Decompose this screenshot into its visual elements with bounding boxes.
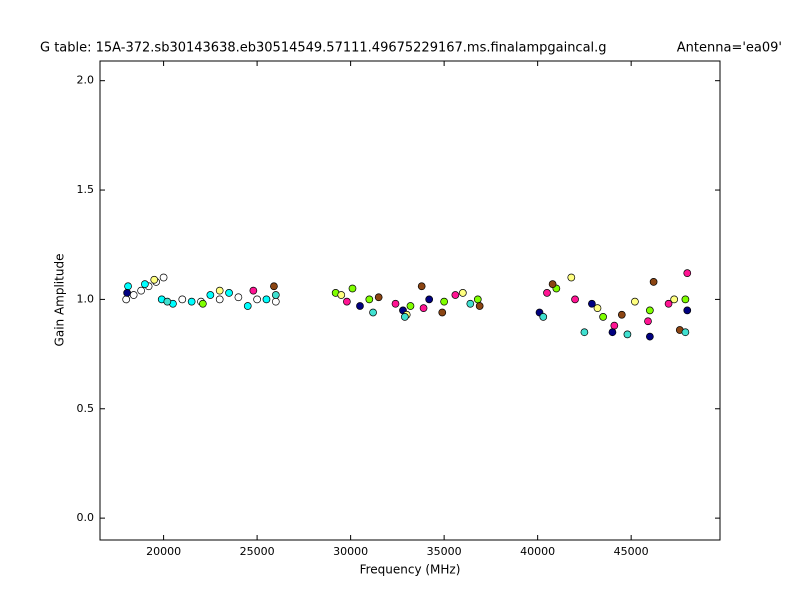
data-point xyxy=(631,297,639,306)
x-tick-label: 40000 xyxy=(520,545,555,558)
data-point xyxy=(391,299,400,308)
data-point xyxy=(243,302,252,310)
data-point xyxy=(374,293,383,302)
data-point xyxy=(369,308,377,317)
data-point xyxy=(271,297,280,306)
data-point xyxy=(539,313,548,321)
data-point xyxy=(588,299,596,308)
data-point xyxy=(337,291,346,299)
data-point xyxy=(567,273,576,282)
data-point xyxy=(187,297,196,306)
data-point xyxy=(137,286,145,295)
data-point xyxy=(608,328,617,337)
y-axis-label: Gain Amplitude xyxy=(53,254,67,347)
data-point xyxy=(163,297,172,306)
data-point xyxy=(365,295,374,304)
data-point xyxy=(649,278,658,286)
data-point xyxy=(664,299,673,308)
data-point xyxy=(440,297,448,306)
x-tick-label: 35000 xyxy=(427,545,462,558)
x-tick-label: 45000 xyxy=(614,545,649,558)
data-point xyxy=(124,282,132,291)
data-point xyxy=(580,328,589,337)
data-point xyxy=(646,332,654,341)
data-point xyxy=(271,291,280,299)
chart-title: G table: 15A-372.sb30143638.eb30514549.5… xyxy=(40,41,607,56)
data-point xyxy=(646,306,654,315)
data-point xyxy=(683,269,692,278)
y-tick-label: 0.0 xyxy=(77,511,95,524)
data-point xyxy=(548,280,557,288)
data-point xyxy=(617,310,626,319)
data-point xyxy=(122,295,131,304)
data-point xyxy=(599,313,607,321)
data-point xyxy=(225,288,233,297)
data-point xyxy=(206,291,215,299)
x-tick-label: 20000 xyxy=(146,545,181,558)
data-point xyxy=(199,299,207,308)
plot-frame xyxy=(99,60,721,541)
data-point xyxy=(343,297,351,306)
data-point xyxy=(466,299,475,308)
data-point xyxy=(543,288,551,297)
data-point xyxy=(451,291,460,299)
data-point xyxy=(425,295,434,304)
data-point xyxy=(262,295,271,304)
data-point xyxy=(348,284,357,293)
data-point xyxy=(610,321,619,330)
data-point xyxy=(438,308,447,317)
x-tick-label: 25000 xyxy=(240,545,275,558)
data-point xyxy=(159,273,168,282)
data-point xyxy=(419,304,428,313)
data-point xyxy=(683,306,692,315)
data-point xyxy=(623,330,632,339)
data-point xyxy=(475,302,484,310)
data-point xyxy=(670,295,679,304)
data-point xyxy=(681,328,690,337)
data-point xyxy=(178,295,187,304)
y-tick-label: 1.0 xyxy=(77,292,95,305)
data-point xyxy=(417,282,426,291)
y-tick-label: 2.0 xyxy=(77,74,95,87)
data-point xyxy=(356,302,364,310)
data-point xyxy=(215,286,224,295)
data-point xyxy=(234,293,243,302)
data-point xyxy=(406,302,415,310)
y-tick-label: 0.5 xyxy=(77,402,95,415)
data-point xyxy=(571,295,579,304)
data-point xyxy=(123,288,131,297)
data-point xyxy=(473,295,482,304)
data-point xyxy=(141,280,149,288)
data-point xyxy=(249,286,258,295)
data-point xyxy=(681,295,690,304)
y-tick-label: 1.5 xyxy=(77,183,95,196)
data-point xyxy=(215,295,224,304)
data-point xyxy=(401,313,409,321)
data-point xyxy=(593,304,602,313)
data-point xyxy=(644,317,652,326)
data-point xyxy=(150,275,159,284)
data-point xyxy=(129,291,138,299)
data-point xyxy=(270,282,278,291)
data-point xyxy=(253,295,261,304)
x-axis-label: Frequency (MHz) xyxy=(360,563,461,577)
antenna-annotation: Antenna='ea09' xyxy=(677,41,782,56)
data-point xyxy=(458,288,467,297)
x-tick-label: 30000 xyxy=(333,545,368,558)
